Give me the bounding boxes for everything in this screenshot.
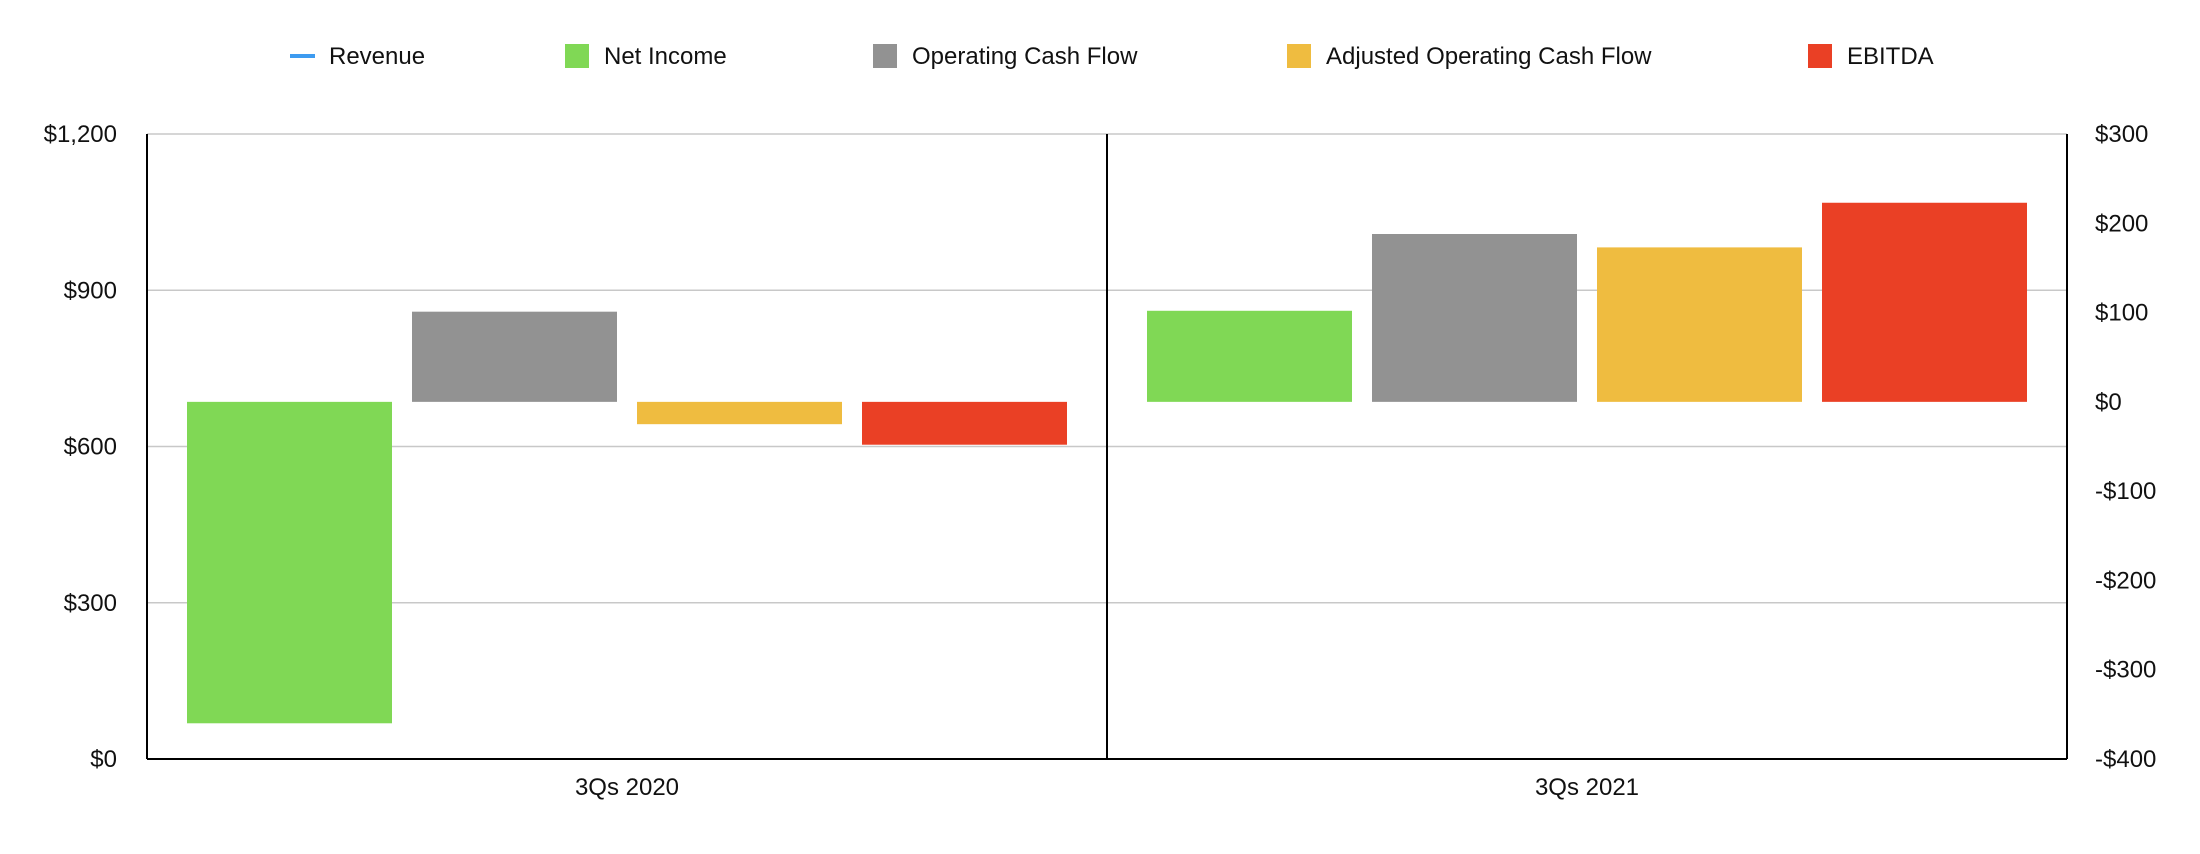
legend-label: Net Income (604, 43, 727, 70)
legend-swatch (1287, 44, 1311, 68)
y-left-tick-label: $900 (64, 277, 117, 304)
bar-adjusted-operating-cash-flow (1597, 247, 1802, 402)
legend-label: Operating Cash Flow (912, 43, 1138, 70)
legend-item-net-income: Net Income (565, 43, 727, 70)
y-right-tick-label: $100 (2095, 300, 2148, 327)
legend-label: EBITDA (1847, 43, 1934, 70)
y-right-tick-label: $200 (2095, 210, 2148, 237)
bar-net-income (187, 401, 392, 724)
x-category-label: 3Qs 2021 (1535, 774, 1639, 801)
legend-item-adjusted-operating-cash-flow: Adjusted Operating Cash Flow (1287, 43, 1652, 70)
y-right-tick-label: $300 (2095, 121, 2148, 148)
bar-ebitda (1822, 202, 2027, 402)
bar-adjusted-operating-cash-flow (637, 401, 842, 425)
y-left-tick-label: $600 (64, 434, 117, 461)
y-right-tick-label: -$300 (2095, 657, 2156, 684)
bar-ebitda (862, 401, 1067, 445)
legend-label: Adjusted Operating Cash Flow (1326, 43, 1652, 70)
category-labels: 3Qs 2020 3Qs 2021 (575, 774, 1639, 801)
y-right-tick-label: $0 (2095, 389, 2122, 416)
tick-labels: $0 $300 $600 $900 $1,200 -$400 -$300 -$200 -$100… (44, 121, 2157, 773)
legend-item-operating-cash-flow: Operating Cash Flow (873, 43, 1138, 70)
legend-swatch (1808, 44, 1832, 68)
legend-swatch (565, 44, 589, 68)
y-right-tick-label: -$400 (2095, 746, 2156, 773)
axes (146, 134, 2068, 760)
legend-swatch (873, 44, 897, 68)
x-category-label: 3Qs 2020 (575, 774, 679, 801)
legend-label: Revenue (329, 43, 425, 70)
bar-operating-cash-flow (412, 311, 617, 402)
y-right-tick-label: -$200 (2095, 567, 2156, 594)
y-left-tick-label: $300 (64, 590, 117, 617)
bar-operating-cash-flow (1372, 234, 1577, 402)
y-right-tick-label: -$100 (2095, 478, 2156, 505)
legend: Revenue Net Income Operating Cash Flow Adju… (290, 43, 1934, 70)
legend-item-revenue: Revenue (290, 43, 425, 70)
y-left-tick-label: $1,200 (44, 121, 117, 148)
legend-item-ebitda: EBITDA (1808, 43, 1934, 70)
bar-net-income (1147, 310, 1352, 402)
bars (187, 202, 2027, 724)
y-left-tick-label: $0 (90, 746, 117, 773)
